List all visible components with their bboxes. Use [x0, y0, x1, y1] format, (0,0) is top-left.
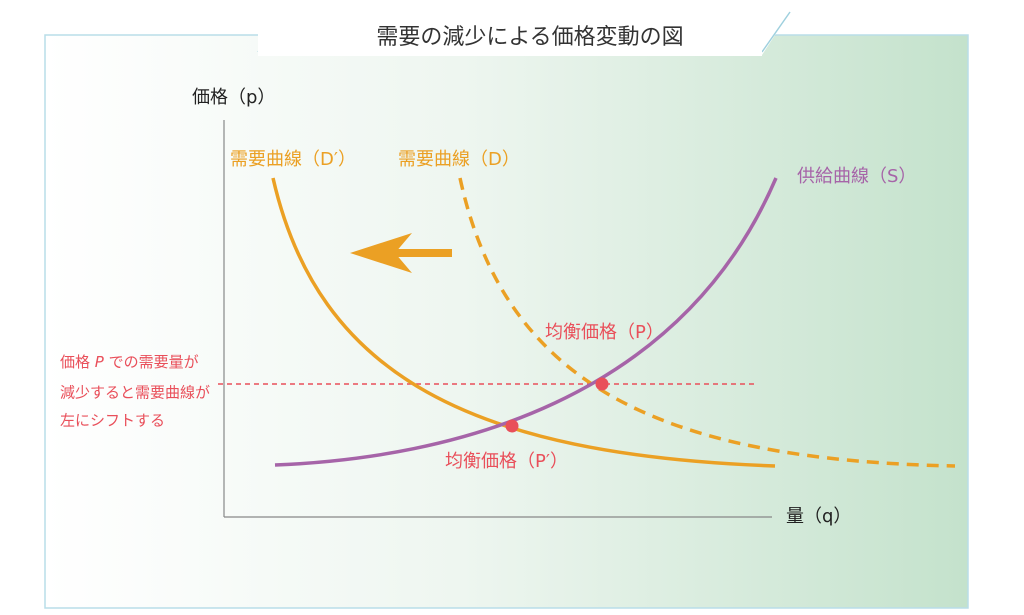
annotation: 左にシフトする [60, 412, 165, 430]
title-bg [258, 0, 762, 56]
demand-curve [458, 177, 956, 468]
y-axis-label: 価格（p） [192, 87, 275, 108]
curve-label: 供給曲線（S） [797, 166, 916, 187]
curve-label: 需要曲線（D′） [230, 149, 356, 170]
title-deco [761, 11, 791, 53]
curve-label: 需要曲線（D） [398, 149, 520, 170]
annotation-text: での需要量が [104, 353, 199, 371]
equilibrium-point [505, 419, 519, 433]
title: 需要の減少による価格変動の図 [376, 25, 683, 50]
demand-shifted-curve [271, 177, 776, 468]
frame [44, 34, 969, 609]
annotation: 減少すると需要曲線が [60, 384, 210, 402]
equilibrium-point [595, 377, 609, 391]
equilibrium-label: 均衡価格（P′） [445, 451, 568, 472]
annotation: 価格 P での需要量が [60, 353, 199, 371]
annotation-text: P [95, 353, 105, 371]
supply-curve [274, 177, 778, 467]
equilibrium-label: 均衡価格（P） [545, 322, 664, 343]
annotation-text: 価格 [60, 353, 95, 371]
shift-arrow-head [350, 233, 412, 273]
x-axis-label: 量（q） [786, 506, 851, 527]
